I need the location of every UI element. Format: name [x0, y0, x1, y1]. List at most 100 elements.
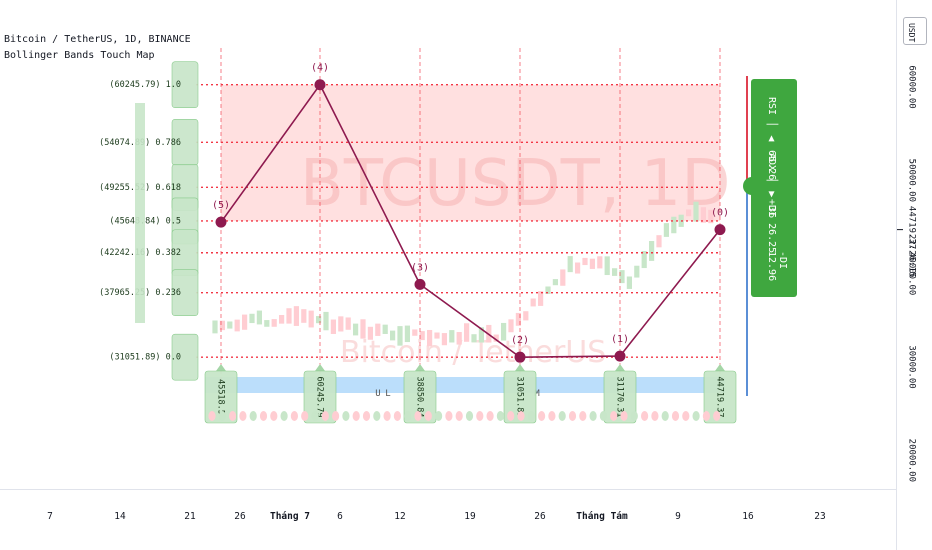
candle — [212, 320, 218, 334]
swing-point-label: (0) — [711, 208, 729, 219]
touch-marker — [702, 411, 711, 421]
candle — [316, 316, 322, 324]
candle — [515, 312, 521, 326]
candle — [641, 251, 647, 269]
candle — [508, 319, 514, 333]
touch-marker — [661, 411, 669, 421]
candle — [441, 333, 447, 346]
swing-price-label: 31051.89 — [503, 364, 537, 424]
swing-price-pointer — [216, 364, 226, 371]
band-marker-label: U — [375, 389, 380, 399]
touch-marker — [239, 411, 247, 421]
candle — [234, 319, 240, 332]
time-tick-label: 26 — [534, 511, 546, 522]
touch-marker — [229, 411, 237, 421]
time-tick-label: 12 — [394, 511, 405, 522]
candle — [286, 308, 292, 324]
candle — [242, 314, 248, 330]
swing-point — [714, 224, 726, 236]
candle — [219, 320, 225, 331]
candle — [382, 324, 388, 334]
candle — [612, 268, 618, 276]
touch-marker — [558, 411, 566, 421]
touch-marker — [383, 411, 391, 421]
price-axis-separator — [896, 0, 897, 550]
touch-marker — [713, 411, 721, 421]
time-tick-label: 19 — [464, 511, 476, 522]
candle — [686, 209, 692, 217]
fib-label-text: (60245.79) 1.0 — [109, 80, 181, 90]
time-tick-label: 14 — [114, 511, 126, 522]
swing-price-box — [603, 370, 637, 424]
candle — [501, 322, 507, 341]
candle — [397, 326, 403, 346]
candle — [256, 310, 262, 325]
touch-marker — [599, 411, 608, 421]
swing-price-box — [303, 370, 337, 424]
candle — [604, 256, 610, 276]
swing-point — [414, 278, 426, 290]
time-tick-label: 23 — [814, 511, 825, 522]
swing-price-pointer — [615, 364, 625, 371]
touch-marker — [249, 411, 257, 421]
swing-price-label: 38850.84 — [403, 364, 437, 424]
candle — [367, 326, 373, 340]
candle — [375, 323, 381, 336]
candle — [449, 330, 455, 343]
candle — [597, 256, 603, 269]
indicator-title: Bollinger Bands Touch Map — [4, 50, 155, 61]
candle — [434, 332, 440, 339]
touch-marker — [630, 411, 638, 421]
swing-price-box — [503, 370, 537, 424]
touch-marker — [414, 411, 422, 421]
candle — [560, 269, 566, 286]
swing-point-label: (3) — [411, 262, 429, 273]
touch-marker — [332, 411, 340, 421]
candle — [456, 332, 462, 345]
swing-price-label: 44719.37 — [703, 364, 737, 424]
time-tick-label: Tháng 7 — [270, 511, 310, 522]
touch-marker — [651, 411, 659, 421]
fib-level-label: (31051.89) 0.0 — [109, 333, 199, 381]
time-axis-separator — [0, 489, 897, 490]
candle — [708, 209, 714, 224]
candle — [308, 310, 314, 328]
touch-marker — [424, 411, 432, 421]
currency-button[interactable]: USDT — [903, 17, 927, 45]
swing-point-label: (1) — [611, 334, 629, 345]
touch-marker — [671, 411, 680, 421]
touch-marker — [610, 411, 618, 421]
minus-di-readout: -DI 12.96 — [766, 251, 788, 282]
candle — [671, 216, 677, 234]
time-tick-label: 26 — [234, 511, 246, 522]
touch-marker — [290, 411, 298, 421]
fib-level-label: (60245.79) 1.0 — [109, 61, 199, 109]
touch-marker — [342, 411, 350, 421]
candle — [700, 207, 706, 223]
candle — [464, 323, 470, 342]
fib-label-box — [171, 269, 199, 316]
swing-price-label: 31170.31 — [603, 364, 637, 424]
touch-marker — [641, 411, 649, 421]
touch-marker — [692, 411, 700, 421]
swing-price-pointer — [515, 364, 525, 371]
swing-point-label: (4) — [311, 63, 329, 74]
touch-marker — [373, 411, 381, 421]
candle — [589, 258, 595, 269]
touch-marker — [465, 411, 474, 421]
fib-label-text: (45648.84) 0.5 — [109, 216, 181, 226]
touch-marker — [548, 411, 556, 421]
candle — [390, 330, 396, 341]
swing-price-box — [703, 370, 737, 424]
candle — [626, 276, 632, 289]
time-tick-label: 9 — [675, 511, 681, 522]
swing-price-text: 60245.79 — [315, 377, 325, 418]
touch-marker — [507, 411, 515, 421]
candle — [575, 262, 581, 274]
touch-marker — [404, 411, 412, 421]
touch-marker — [682, 411, 690, 421]
swing-price-text: 31051.89 — [515, 377, 525, 418]
currency-label: USDT — [907, 23, 916, 43]
